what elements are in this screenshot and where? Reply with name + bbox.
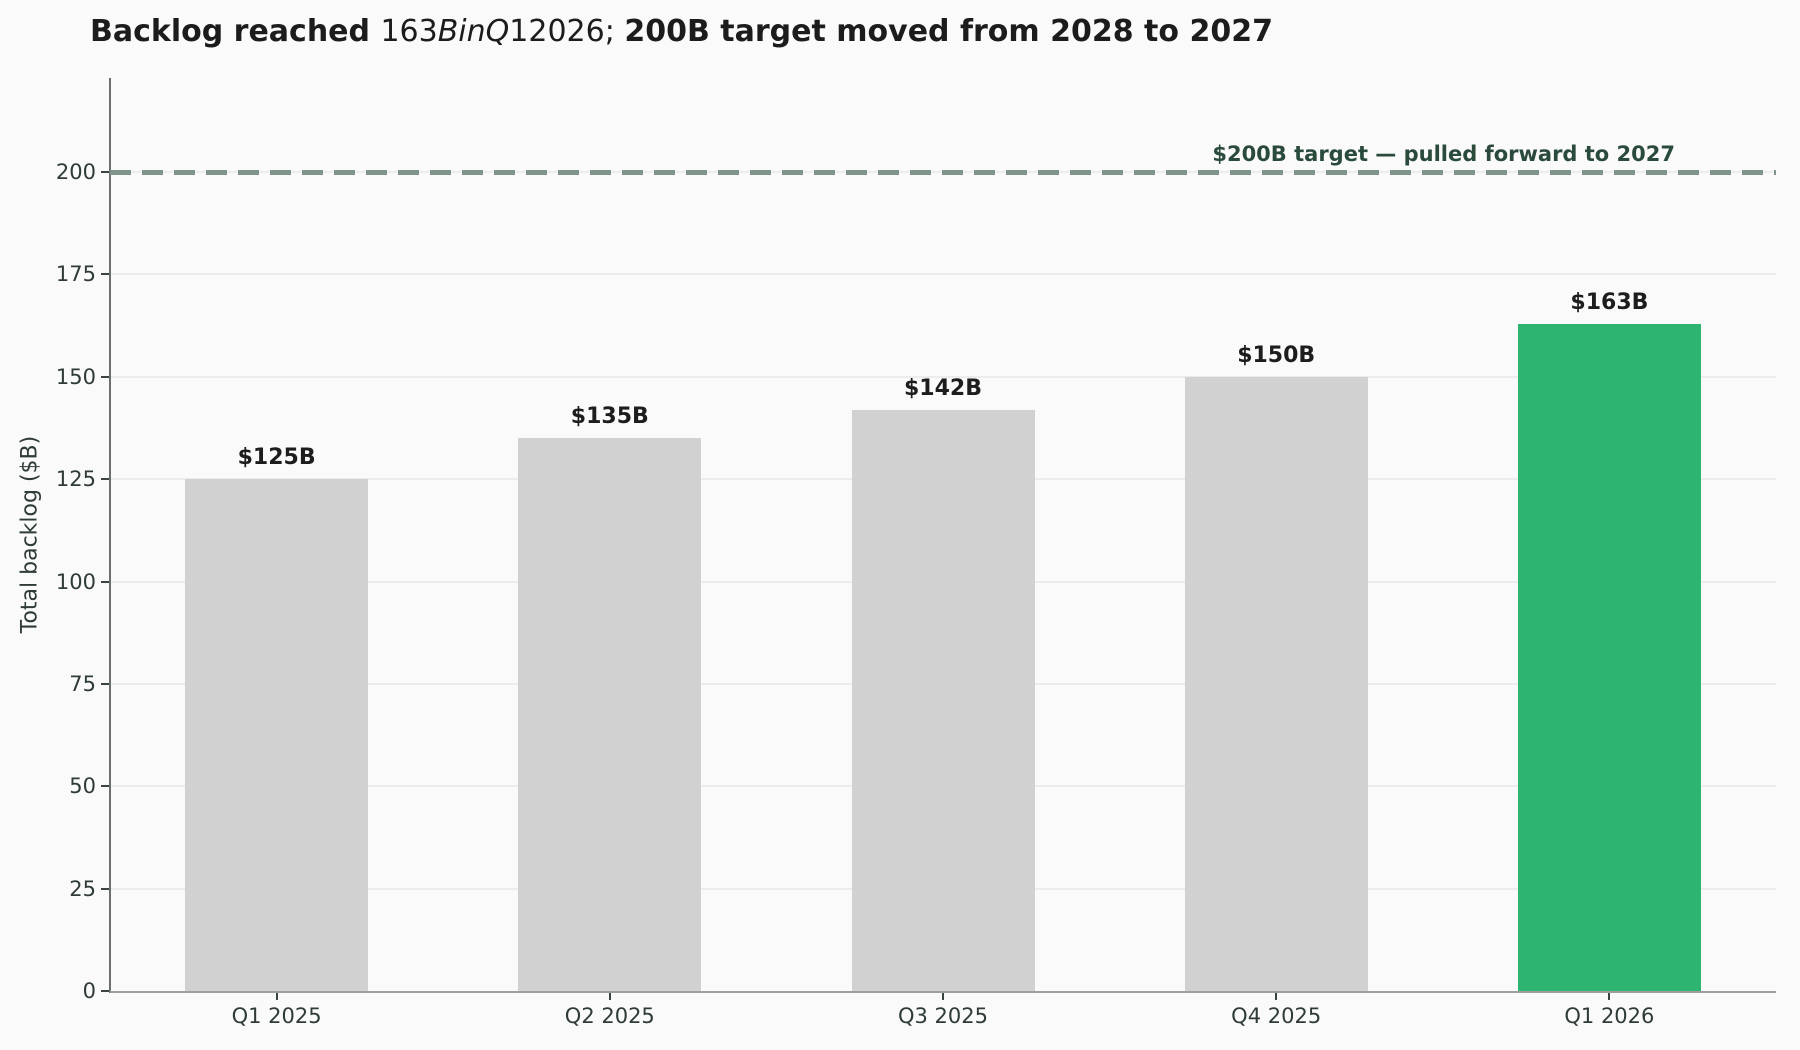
x-tick-label-q1-2025: Q1 2025 [231,1004,322,1028]
bar-value-label-q3-2025: $142B [904,375,982,401]
y-tick-mark-200 [101,171,110,173]
x-tick-mark-q2-2025 [608,991,611,1000]
x-axis-spine [110,991,1776,993]
y-tick-mark-125 [101,478,110,481]
y-tick-mark-175 [101,273,110,276]
y-tick-label-75: 75 [69,671,96,696]
y-tick-mark-150 [101,375,110,378]
x-tick-label-q2-2025: Q2 2025 [564,1004,655,1028]
target-annotation: $200B target — pulled forward to 2027 [1212,142,1675,166]
x-tick-mark-q3-2025 [942,991,944,1000]
bar-q1-2026 [1517,323,1701,991]
y-tick-mark-75 [101,682,110,685]
bar-q2-2025 [518,438,702,991]
x-tick-label-q3-2025: Q3 2025 [897,1004,989,1028]
y-tick-label-200: 200 [55,160,96,184]
title-math-digits-1: 163 [380,14,438,49]
y-tick-label-100: 100 [55,569,96,594]
title-prefix: Backlog reached [90,14,381,49]
bar-value-label-q1-2026: $163B [1570,289,1649,315]
y-axis-spine [109,78,111,993]
y-tick-mark-50 [101,785,110,788]
gridline-150 [110,375,1776,378]
title-math-digits-2: 12026; [509,14,625,49]
bar-value-label-q4-2025: $150B [1237,342,1316,368]
chart-title: Backlog reached 163BinQ12026; 200B targe… [90,14,1273,49]
title-suffix: 200B target moved from 2028 to 2027 [624,14,1273,49]
y-tick-label-150: 150 [55,364,96,389]
y-tick-label-50: 50 [69,774,96,799]
y-tick-label-125: 125 [55,467,96,492]
y-tick-label-175: 175 [55,262,96,287]
x-tick-label-q1-2026: Q1 2026 [1564,1004,1655,1028]
y-tick-mark-25 [101,887,110,890]
target-line [110,170,1776,175]
bar-q1-2025 [185,479,369,991]
bar-q4-2025 [1184,376,1368,991]
y-tick-mark-100 [101,580,110,583]
y-tick-label-0: 0 [82,979,96,1003]
y-tick-mark-0 [101,990,110,992]
bar-value-label-q1-2025: $125B [237,445,316,471]
bar-q3-2025 [851,409,1035,991]
x-tick-mark-q1-2025 [275,991,278,1000]
title-math-italic: BinQ [437,14,510,49]
x-tick-mark-q4-2025 [1275,991,1278,1000]
x-tick-mark-q1-2026 [1608,991,1611,1000]
y-tick-label-25: 25 [69,876,96,901]
gridline-175 [110,273,1776,276]
x-tick-label-q4-2025: Q4 2025 [1231,1004,1322,1028]
bar-value-label-q2-2025: $135B [570,404,649,430]
